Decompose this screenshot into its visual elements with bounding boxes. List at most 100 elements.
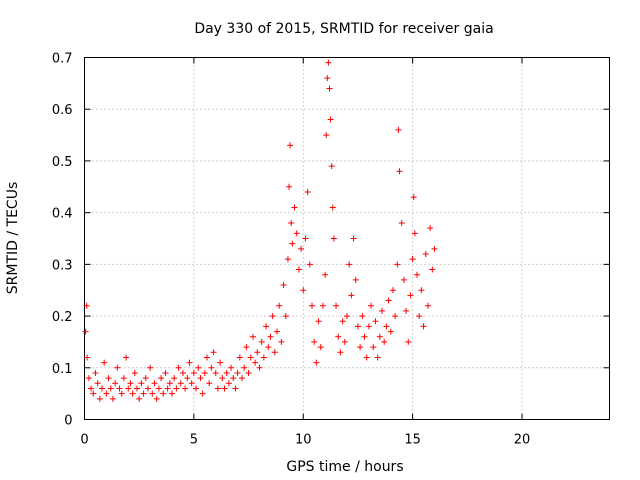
data-point bbox=[348, 292, 355, 299]
data-point bbox=[193, 385, 200, 392]
data-point bbox=[225, 380, 232, 387]
data-point bbox=[114, 364, 121, 371]
chart-title: Day 330 of 2015, SRMTID for receiver gai… bbox=[194, 21, 493, 37]
data-point bbox=[354, 323, 361, 330]
data-point bbox=[101, 359, 108, 366]
y-tick-labels: 0 0.1 0.2 0.3 0.4 0.5 0.6 0.7 bbox=[52, 52, 73, 429]
data-point bbox=[129, 390, 136, 397]
data-point bbox=[325, 59, 332, 66]
data-point bbox=[84, 354, 91, 361]
x-tick-label: 20 bbox=[514, 433, 531, 448]
data-point bbox=[249, 333, 256, 340]
data-point bbox=[427, 225, 434, 232]
data-point bbox=[241, 364, 248, 371]
data-point bbox=[286, 183, 293, 190]
data-point bbox=[410, 194, 417, 201]
data-point bbox=[291, 204, 298, 211]
data-point bbox=[271, 349, 278, 356]
data-point bbox=[173, 385, 180, 392]
data-point bbox=[288, 219, 295, 226]
data-point bbox=[409, 256, 416, 263]
data-point bbox=[324, 75, 331, 82]
y-tick-label: 0.2 bbox=[52, 310, 73, 325]
data-point bbox=[389, 287, 396, 294]
data-point bbox=[112, 380, 119, 387]
data-point bbox=[212, 369, 219, 376]
x-tick-label: 15 bbox=[404, 433, 421, 448]
y-tick-label: 0 bbox=[64, 414, 72, 429]
data-point bbox=[263, 323, 270, 330]
data-point bbox=[123, 354, 130, 361]
data-point bbox=[140, 390, 147, 397]
data-point bbox=[350, 235, 357, 242]
data-point bbox=[319, 302, 326, 309]
data-point bbox=[405, 338, 412, 345]
data-point bbox=[190, 369, 197, 376]
data-point bbox=[361, 333, 368, 340]
data-point bbox=[186, 359, 193, 366]
data-point bbox=[306, 261, 313, 268]
plot-frame bbox=[84, 57, 610, 420]
data-point bbox=[400, 276, 407, 283]
data-point bbox=[210, 349, 217, 356]
data-points bbox=[82, 59, 438, 402]
data-point bbox=[90, 390, 97, 397]
data-point bbox=[256, 364, 263, 371]
data-point bbox=[329, 204, 336, 211]
data-point bbox=[134, 385, 140, 392]
data-point bbox=[330, 235, 337, 242]
data-point bbox=[395, 126, 402, 133]
data-point bbox=[82, 328, 89, 335]
data-point bbox=[219, 375, 226, 382]
data-point bbox=[282, 313, 289, 320]
data-point bbox=[160, 390, 167, 397]
data-point bbox=[311, 338, 318, 345]
data-point bbox=[276, 302, 283, 309]
data-point bbox=[158, 375, 165, 382]
data-point bbox=[92, 369, 99, 376]
data-point bbox=[333, 302, 340, 309]
data-point bbox=[323, 132, 330, 139]
y-tick-label: 0.6 bbox=[52, 103, 73, 118]
data-point bbox=[252, 359, 259, 366]
x-axis-label: GPS time / hours bbox=[286, 459, 403, 475]
data-point bbox=[317, 344, 324, 351]
data-point bbox=[221, 385, 228, 392]
data-point bbox=[184, 375, 191, 382]
data-point bbox=[287, 142, 294, 149]
data-point bbox=[188, 380, 195, 387]
data-point bbox=[245, 369, 252, 376]
y-tick-label: 0.1 bbox=[52, 362, 73, 377]
y-tick-label: 0.4 bbox=[52, 207, 73, 222]
data-point bbox=[339, 318, 346, 325]
data-point bbox=[149, 390, 156, 397]
data-point bbox=[107, 385, 114, 392]
x-tick-labels: 0 5 10 15 20 bbox=[80, 433, 530, 448]
data-point bbox=[372, 318, 379, 325]
data-point bbox=[280, 282, 287, 289]
data-point bbox=[88, 385, 95, 392]
data-point bbox=[267, 333, 274, 340]
data-point bbox=[357, 344, 364, 351]
data-point bbox=[387, 328, 394, 335]
data-point bbox=[403, 307, 410, 314]
data-point bbox=[398, 219, 405, 226]
data-point bbox=[394, 261, 401, 268]
grid bbox=[84, 57, 610, 420]
data-point bbox=[422, 251, 429, 258]
data-point bbox=[166, 380, 173, 387]
data-point bbox=[363, 354, 370, 361]
data-point bbox=[125, 385, 132, 392]
data-point bbox=[99, 385, 105, 392]
data-point bbox=[265, 344, 272, 351]
x-tick-label: 10 bbox=[295, 433, 312, 448]
data-point bbox=[195, 364, 202, 371]
data-point bbox=[236, 354, 243, 361]
y-tick-label: 0.3 bbox=[52, 258, 73, 273]
y-axis-label: SRMTID / TECUs bbox=[5, 182, 21, 295]
data-point bbox=[175, 364, 182, 371]
y-tick-label: 0.7 bbox=[52, 52, 73, 67]
data-point bbox=[376, 333, 383, 340]
data-point bbox=[169, 390, 175, 397]
